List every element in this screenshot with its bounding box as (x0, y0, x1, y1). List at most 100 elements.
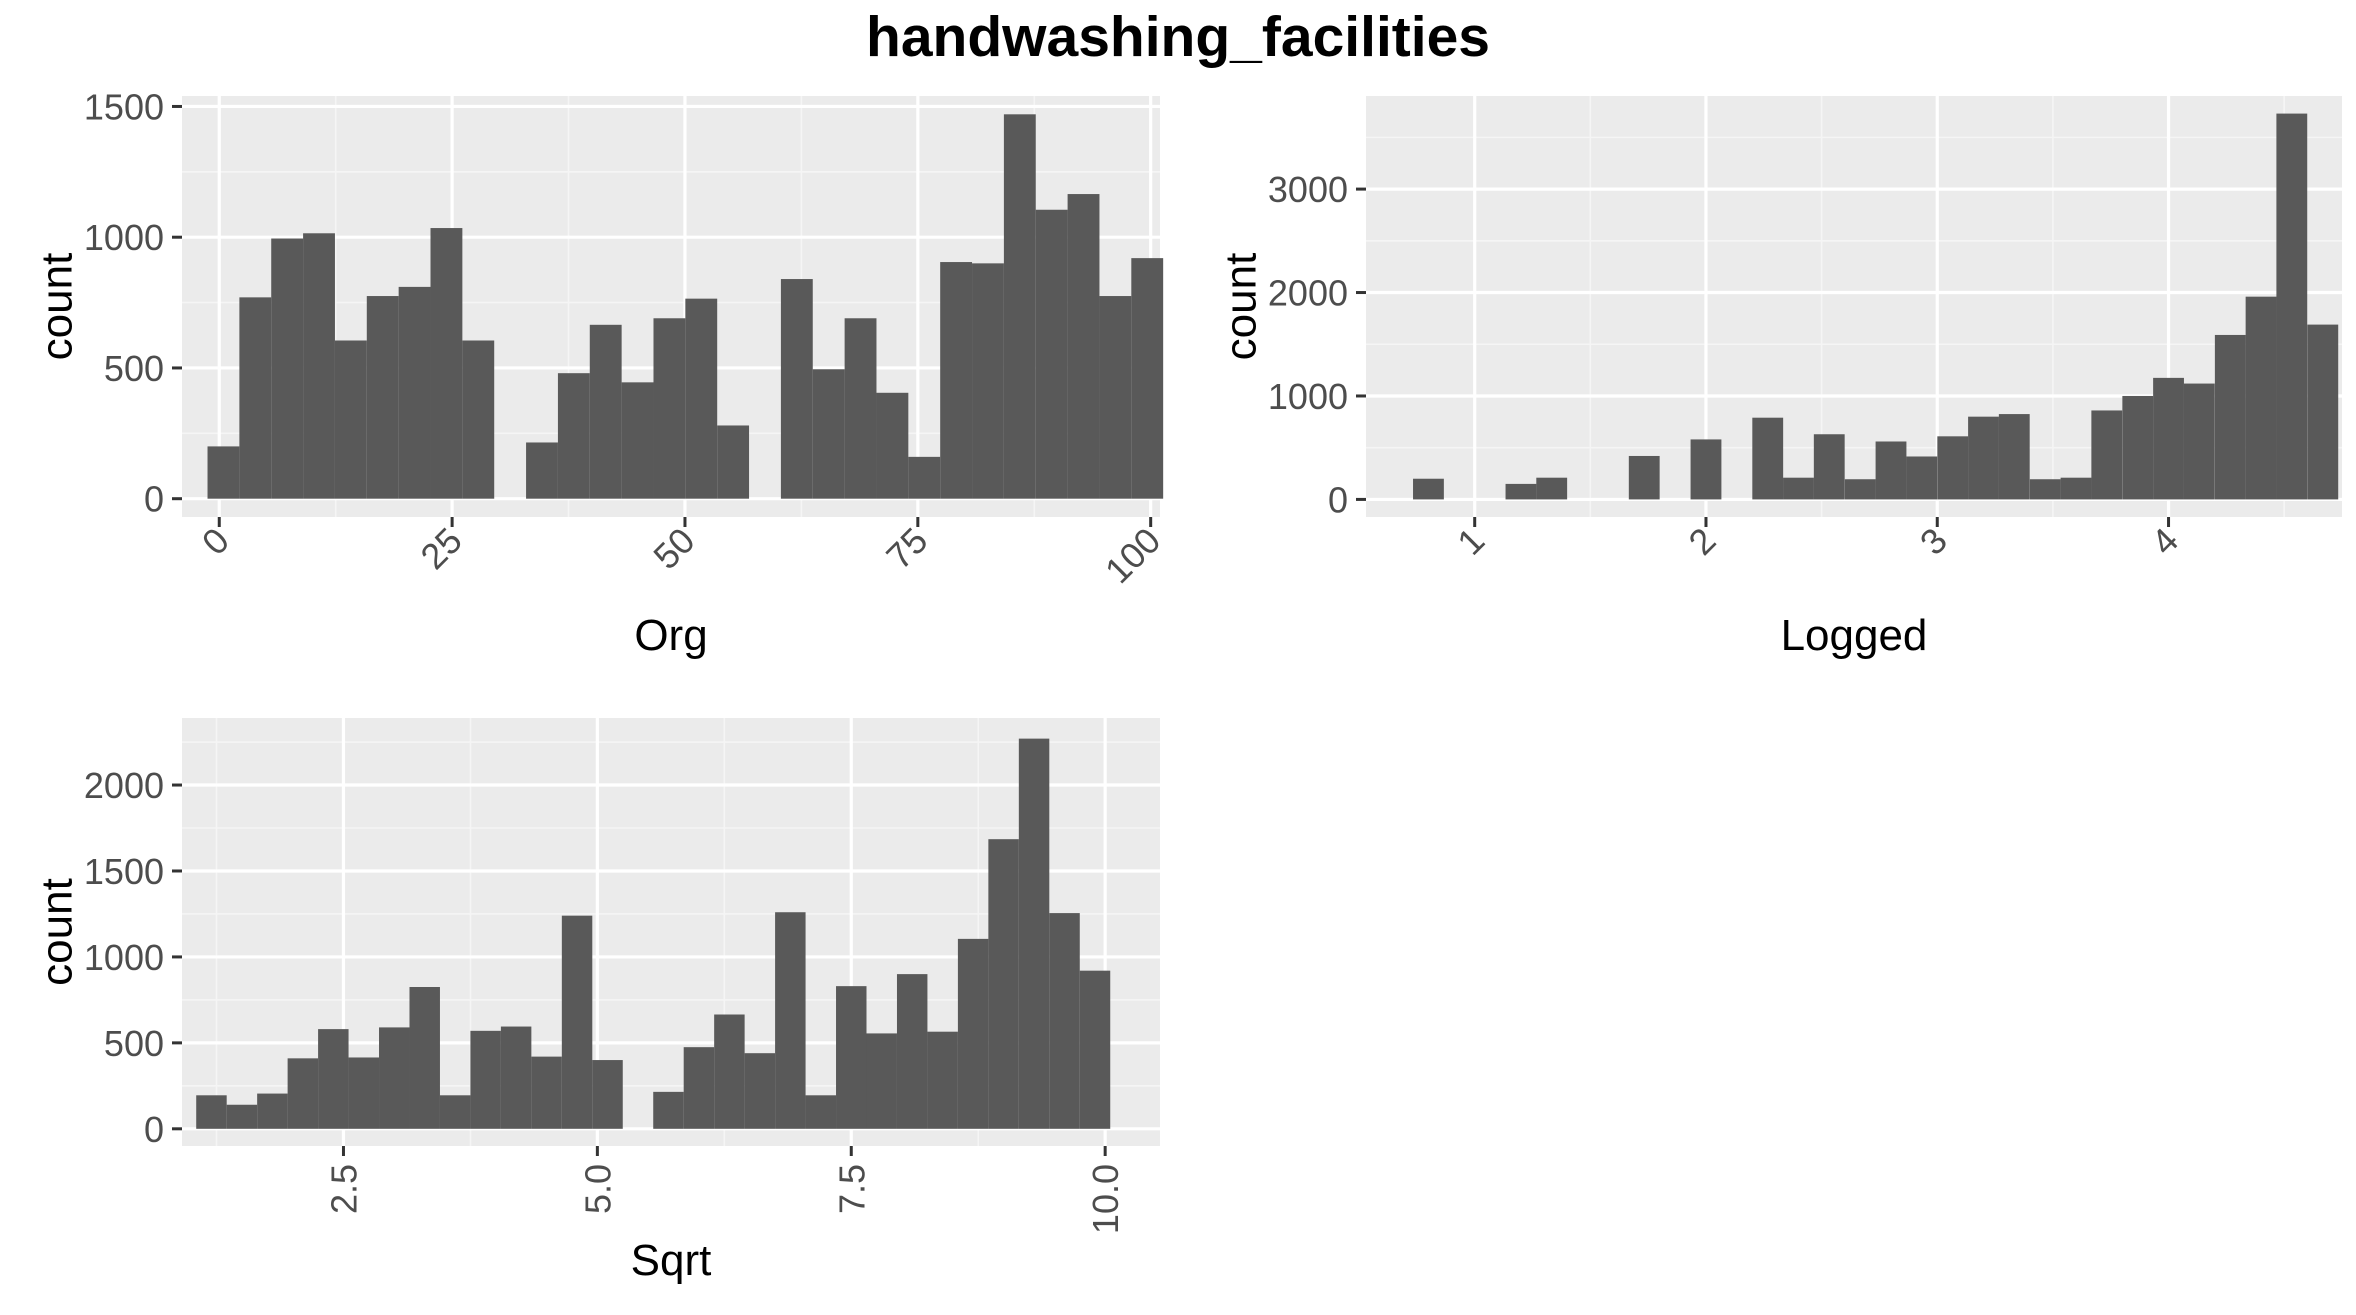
histogram-bar (957, 938, 989, 1129)
histogram-bar (1690, 439, 1722, 500)
histogram-bar (1099, 296, 1132, 499)
x-tick-label: 7.5 (831, 1164, 872, 1214)
histogram-bar (1035, 209, 1068, 499)
histogram-bar (500, 1026, 532, 1129)
histogram-bar (470, 1030, 501, 1129)
x-axis-title: Sqrt (631, 1236, 712, 1285)
histogram-bar (271, 238, 304, 499)
y-axis-title: count (33, 253, 82, 361)
x-tick-label: 2 (1680, 520, 1723, 563)
histogram-bar (775, 912, 806, 1129)
histogram-bar (876, 392, 909, 499)
histogram-bar (1628, 455, 1660, 500)
histogram-bar (557, 373, 590, 499)
histogram-bar (1003, 114, 1036, 499)
histogram-bar (1536, 477, 1568, 500)
histogram-bar (1067, 194, 1100, 499)
y-axis-title: count (33, 878, 82, 986)
histogram-bar (1813, 434, 1845, 500)
histogram-bar (1049, 913, 1080, 1129)
histogram-bar (1875, 441, 1907, 500)
histogram-bar (207, 446, 240, 499)
histogram-bar (896, 974, 928, 1129)
histogram-bar (844, 318, 877, 499)
histogram-bar (653, 318, 686, 499)
histogram-bar (1998, 414, 2030, 500)
histogram-bar (744, 1053, 776, 1129)
histogram-bar (462, 340, 495, 499)
y-tick-label: 0 (1328, 479, 1348, 520)
histogram-bar (379, 1027, 410, 1129)
histogram-bar (592, 1060, 623, 1129)
histogram-bar (2060, 477, 2092, 500)
x-axis-title: Logged (1781, 611, 1928, 660)
histogram-bar (2214, 334, 2246, 500)
histogram-bar (2307, 324, 2339, 500)
y-tick-label: 1500 (84, 851, 164, 892)
histogram-bar (927, 1031, 958, 1129)
histogram-bar (866, 1033, 897, 1129)
histogram-bar (836, 986, 867, 1129)
histogram-bar (1079, 970, 1111, 1129)
histogram-bar (561, 915, 593, 1129)
histogram-bar (303, 233, 335, 499)
x-tick-label: 25 (412, 520, 469, 577)
y-tick-label: 2000 (84, 765, 164, 806)
histogram-bar (2276, 113, 2308, 500)
histogram-bar (1906, 456, 1938, 500)
histogram-bar (805, 1095, 837, 1129)
histogram-bar (366, 296, 399, 499)
histogram-bar (653, 1091, 684, 1129)
x-tick-label: 1 (1449, 520, 1492, 563)
histogram-bar (239, 297, 272, 499)
histogram-bar (2122, 395, 2154, 500)
histogram-bar (334, 340, 367, 499)
histogram-bar (257, 1093, 288, 1129)
histogram-bar (348, 1057, 380, 1129)
histogram-bar (409, 987, 440, 1129)
y-tick-label: 3000 (1268, 169, 1348, 210)
histogram-bar (988, 839, 1019, 1129)
histogram-bar (714, 1014, 745, 1129)
histogram-bar (2245, 296, 2277, 500)
histogram-bar (683, 1047, 715, 1129)
histogram-bar (812, 369, 845, 499)
histogram-bar (2029, 479, 2061, 500)
histogram-bar (1937, 436, 1969, 500)
histogram-bar (589, 324, 622, 499)
histogram-bar (1131, 258, 1164, 499)
x-tick-label: 4 (2143, 520, 2186, 563)
histogram-bar (1018, 738, 1050, 1129)
histogram-bar (398, 286, 431, 499)
histogram-logged: 0 1000 2000 3000 1 2 3 4 Logged count (1217, 96, 2342, 660)
histogram-bar (621, 382, 654, 499)
histogram-bar (2183, 383, 2215, 500)
histogram-bar (2153, 377, 2184, 500)
histogram-bar (1752, 417, 1784, 500)
histogram-bar (780, 279, 813, 499)
x-tick-label: 5.0 (577, 1164, 618, 1214)
page-title: handwashing_facilities (866, 5, 1490, 69)
histogram-bar (526, 442, 558, 499)
y-tick-label: 500 (104, 348, 164, 389)
y-tick-label: 0 (144, 1109, 164, 1150)
y-tick-label: 1500 (84, 86, 164, 127)
x-axis-title: Org (634, 611, 707, 660)
y-tick-label: 2000 (1268, 273, 1348, 314)
histogram-bar (439, 1095, 471, 1129)
histogram-bar (1844, 479, 1876, 500)
histogram-bar (1783, 477, 1814, 500)
x-tick-label: 0 (194, 520, 237, 563)
histogram-bar (1413, 478, 1444, 500)
histogram-bar (685, 298, 718, 499)
y-tick-label: 1000 (84, 217, 164, 258)
y-tick-label: 500 (104, 1023, 164, 1064)
x-tick-label: 10.0 (1085, 1164, 1126, 1234)
histogram-bar (1968, 416, 1999, 500)
histogram-bar (196, 1095, 227, 1129)
y-axis-title: count (1217, 253, 1266, 361)
y-tick-label: 1000 (84, 937, 164, 978)
histogram-bar (1505, 483, 1537, 500)
